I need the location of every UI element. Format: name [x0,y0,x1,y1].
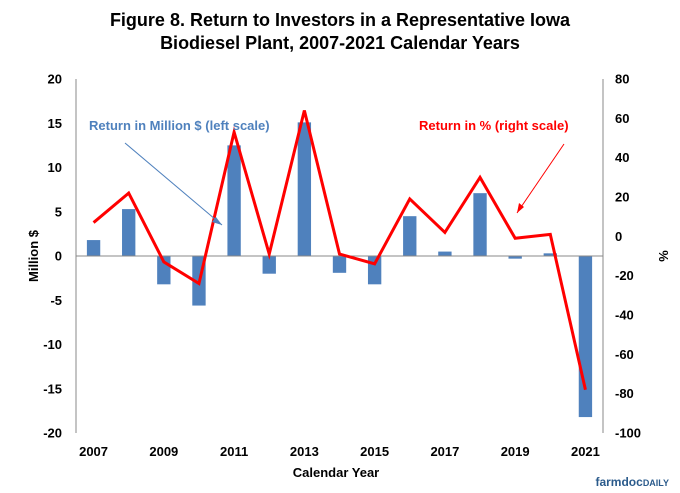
y-axis-right-label: % [656,250,671,262]
left-tick-label: 10 [48,160,62,175]
bar [403,216,417,256]
right-tick-label: 20 [615,190,629,205]
left-tick-label: 15 [48,116,62,131]
annotation-percent-series: Return in % (right scale) [419,118,569,133]
x-tick-label: 2013 [290,444,319,459]
left-axis-ticks: -20 -15 -10 -5 0 5 10 15 20 [43,72,62,441]
farmdoc-daily-logo: farmdocDAILY [595,475,669,489]
annotation-arrowhead-million [212,217,222,225]
bar [332,256,347,273]
annotation-million-series: Return in Million $ (left scale) [89,118,270,133]
logo-primary-text: farmdoc [595,475,643,489]
y-axis-left-label: Million $ [26,229,41,282]
x-axis-ticks: 2007 2009 2011 2013 2015 2017 2019 2021 [79,444,600,459]
left-tick-label: -5 [50,293,62,308]
right-tick-label: -20 [615,268,634,283]
bar [367,256,382,285]
bar [122,209,136,256]
right-tick-label: 60 [615,111,629,126]
bar-series [86,122,593,418]
left-tick-label: -10 [43,337,62,352]
right-tick-label: -60 [615,347,634,362]
x-tick-label: 2015 [360,444,389,459]
percent-series-line [92,110,587,391]
x-tick-label: 2019 [501,444,530,459]
x-tick-label: 2007 [79,444,108,459]
right-tick-label: 0 [615,229,622,244]
annotation-arrow-percent [516,143,565,214]
bar [473,193,487,256]
svg-text:farmdocDAILY: farmdocDAILY [595,475,669,489]
right-tick-label: -40 [615,308,634,323]
logo-secondary-text: DAILY [643,478,669,488]
right-tick-label: 80 [615,72,629,87]
left-tick-label: -15 [43,381,62,396]
bar [297,122,312,257]
bar [86,240,101,256]
right-axis-ticks: -100 -80 -60 -40 -20 0 20 40 60 80 [615,72,641,441]
bar [578,256,593,418]
chart-title-line-1: Figure 8. Return to Investors in a Repre… [110,10,571,30]
left-tick-label: 5 [55,204,62,219]
right-tick-label: -80 [615,386,634,401]
bar [227,145,241,256]
x-tick-label: 2021 [571,444,600,459]
x-tick-label: 2011 [220,444,248,459]
bar [438,251,452,256]
right-tick-label: 40 [615,150,629,165]
right-tick-label: -100 [615,426,641,441]
bar [508,256,522,259]
x-tick-label: 2017 [430,444,459,459]
x-axis-label: Calendar Year [293,465,379,480]
annotation-arrow-million [124,142,223,226]
bar [262,256,276,274]
bar [543,253,557,256]
left-tick-label: 20 [48,72,62,87]
annotation-arrowhead-percent [517,203,524,213]
chart-title-line-2: Biodiesel Plant, 2007-2021 Calendar Year… [160,33,520,53]
left-tick-label: 0 [55,249,62,264]
x-tick-label: 2009 [149,444,178,459]
left-tick-label: -20 [43,426,62,441]
